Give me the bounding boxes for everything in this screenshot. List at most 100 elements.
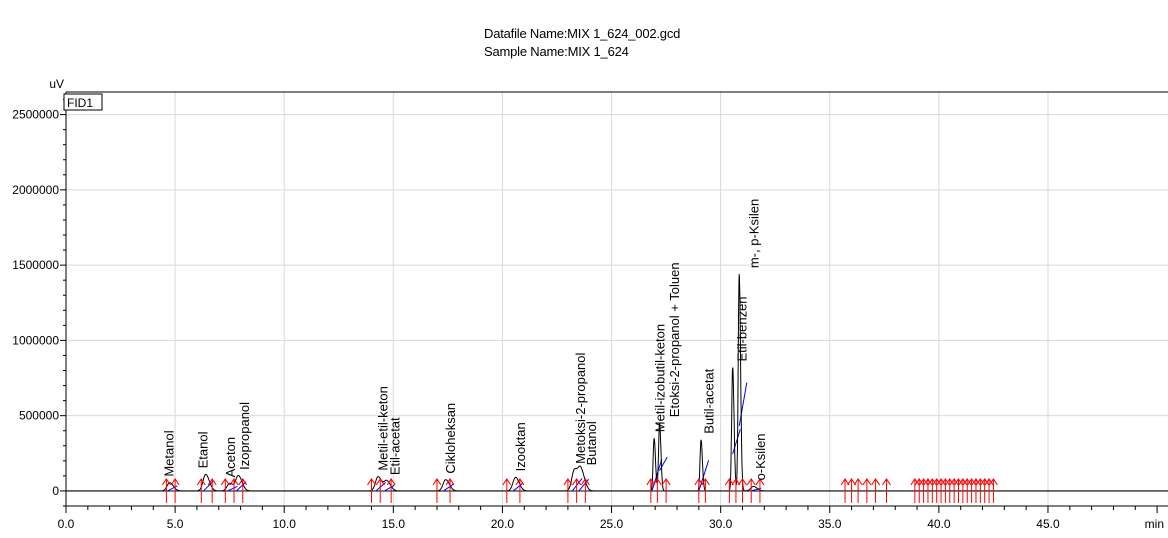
integration-mark-head (646, 478, 656, 486)
integration-baseline (443, 483, 454, 492)
integration-mark-head (580, 478, 590, 486)
integration-mark-head (220, 478, 230, 486)
y-unit-label: uV (49, 77, 64, 91)
peak-label: Metanol (162, 430, 177, 476)
integration-mark-head (207, 478, 217, 486)
integration-mark-head (941, 478, 950, 486)
sample-name: Sample Name:MIX 1_624 (484, 44, 629, 59)
peak-label: o-Ksilen (753, 433, 768, 480)
integration-mark (746, 478, 756, 503)
peak-label: Etanol (195, 431, 210, 468)
integration-mark-head (949, 478, 959, 486)
integration-mark (170, 478, 180, 503)
integration-mark-head (432, 478, 442, 486)
integration-mark (238, 478, 248, 503)
integration-mark-head (910, 478, 920, 486)
integration-mark-head (862, 478, 872, 486)
x-tick-label: 15.0 (382, 517, 406, 531)
integration-baseline (659, 456, 668, 471)
integration-mark-head (367, 478, 376, 486)
integration-mark (229, 478, 239, 503)
integration-mark (432, 478, 442, 503)
integration-mark (367, 478, 376, 503)
integration-baseline (571, 477, 583, 492)
integration-mark (207, 478, 217, 503)
integration-mark-head (652, 478, 662, 486)
integration-baseline (203, 480, 214, 492)
integration-mark (220, 478, 230, 503)
y-tick-label: 500000 (19, 409, 59, 423)
integration-baseline (738, 382, 748, 426)
integration-mark-head (694, 478, 704, 486)
integration-mark (161, 478, 171, 503)
integration-mark (731, 478, 741, 503)
detector-box (63, 93, 103, 111)
y-tick-label: 1500000 (12, 258, 59, 272)
integration-mark-head (840, 478, 850, 486)
integration-mark-head (700, 478, 710, 486)
peak-label: Cikloheksan (443, 403, 458, 474)
integration-mark (949, 478, 959, 503)
integration-mark (871, 478, 881, 503)
integration-mark (932, 478, 942, 503)
integration-mark (945, 478, 955, 503)
integration-mark (694, 478, 704, 503)
integration-mark (975, 478, 985, 503)
integration-mark-head (932, 478, 942, 486)
integration-baseline (167, 485, 178, 492)
peak-label: Butil-acetat (702, 368, 717, 433)
integration-mark (661, 478, 671, 503)
integration-mark (652, 478, 662, 503)
integration-mark (882, 478, 891, 503)
integration-mark (572, 478, 582, 503)
integration-mark-head (980, 478, 990, 486)
integration-mark (989, 478, 998, 503)
integration-mark (738, 478, 747, 503)
x-tick-label: 20.0 (491, 517, 515, 531)
integration-mark (853, 478, 863, 503)
x-tick-label: 40.0 (927, 517, 951, 531)
integration-mark-head (958, 478, 968, 486)
integration-mark-head (661, 478, 671, 486)
integration-mark (910, 478, 920, 503)
integration-mark-head (989, 478, 998, 486)
integration-mark (958, 478, 968, 503)
integration-baseline (751, 487, 762, 492)
integration-mark-head (971, 478, 981, 486)
x-tick-label: 5.0 (167, 517, 184, 531)
integration-mark (936, 478, 946, 503)
y-tick-label: 1000000 (12, 333, 59, 347)
integration-mark (847, 478, 857, 503)
integration-mark (840, 478, 850, 503)
integration-mark (515, 478, 525, 503)
integration-mark (563, 478, 573, 503)
x-unit-label: min (1145, 517, 1164, 531)
integration-mark (927, 478, 937, 503)
integration-mark-head (936, 478, 946, 486)
datafile-name: Datafile Name:MIX 1_624_002.gcd (484, 26, 681, 41)
peak-label: m-, p-Ksilen (746, 199, 761, 268)
integration-mark (967, 478, 977, 503)
peak-label: Metil-izobutil-keton (653, 324, 668, 432)
integration-mark (502, 478, 512, 503)
integration-baseline (235, 481, 247, 492)
integration-mark-head (746, 478, 756, 486)
integration-mark (984, 478, 994, 503)
integration-mark (919, 478, 929, 503)
integration-mark (375, 478, 385, 503)
integration-mark-head (847, 478, 857, 486)
integration-mark (954, 478, 963, 503)
peak-label: Izooktan (513, 422, 528, 471)
integration-baseline (227, 485, 238, 492)
integration-baseline (384, 484, 395, 492)
integration-mark-head (853, 478, 863, 486)
peak-label: Etoksi-2-propanol + Toluen (667, 262, 682, 417)
integration-mark-head (229, 478, 239, 486)
integration-mark-head (927, 478, 937, 486)
integration-mark-head (962, 478, 972, 486)
integration-mark-head (923, 478, 933, 486)
integration-mark (923, 478, 933, 503)
y-tick-label: 2500000 (12, 108, 59, 122)
